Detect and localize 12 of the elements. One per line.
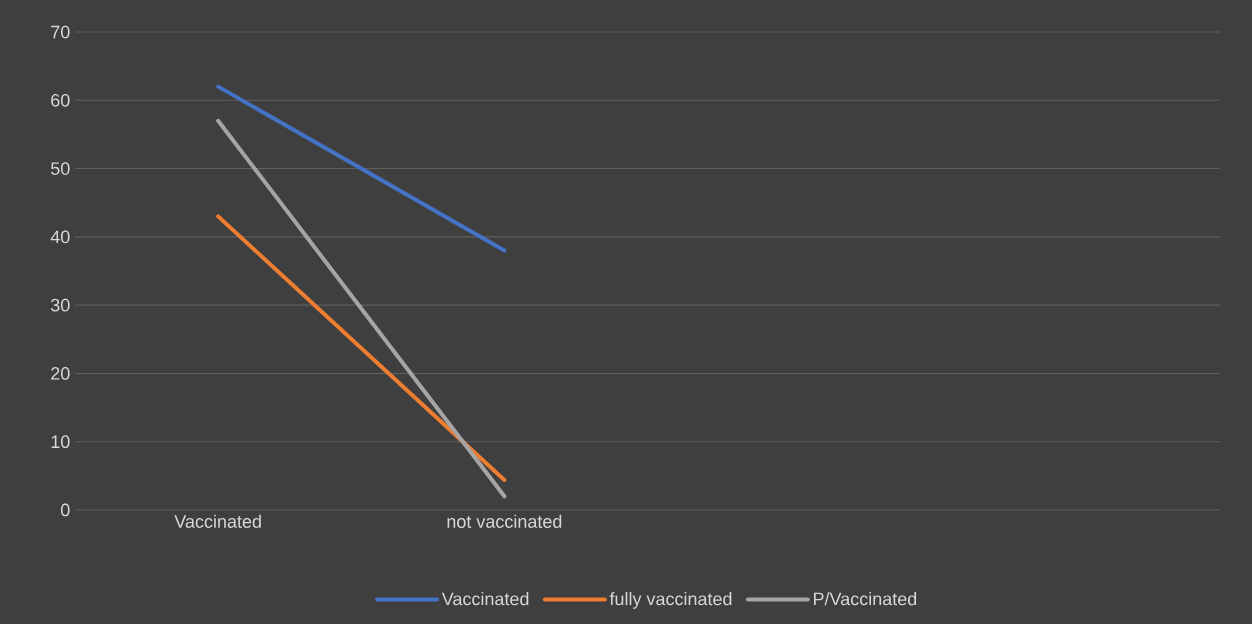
- y-tick-label: 20: [51, 367, 70, 380]
- y-tick-label: 30: [50, 298, 70, 312]
- y-tick-label: 0: [61, 503, 70, 517]
- y-tick-label: 50: [50, 162, 70, 175]
- y-tick-label: 60: [51, 93, 70, 107]
- y-tick-label: 70: [51, 25, 70, 39]
- legend-label: fully vaccinated: [609, 592, 732, 609]
- y-tick-label: 10: [51, 435, 70, 449]
- y-tick-label: 40: [50, 230, 70, 244]
- legend-label: Vaccinated: [441, 592, 529, 606]
- x-tick-label: not vaccinated: [447, 514, 562, 528]
- legend-label: P/Vaccinated: [814, 592, 917, 606]
